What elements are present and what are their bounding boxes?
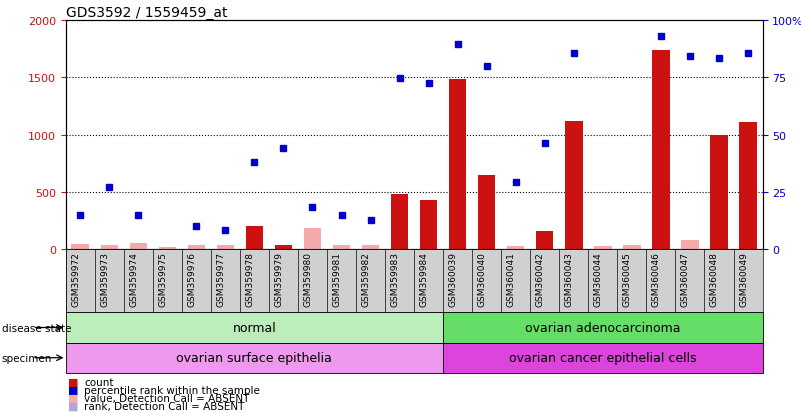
Bar [734,250,763,312]
Bar [240,250,269,312]
Text: ovarian surface epithelia: ovarian surface epithelia [176,351,332,364]
Text: GSM359978: GSM359978 [245,252,255,306]
Bar [623,245,641,250]
Bar [275,245,292,250]
Bar [565,121,582,250]
Bar [211,250,240,312]
Text: GSM359977: GSM359977 [216,252,225,306]
Bar [681,241,698,250]
Bar [71,244,89,250]
Text: disease state: disease state [2,323,71,333]
Bar [391,195,409,250]
Bar [66,313,443,343]
Text: GSM359980: GSM359980 [304,252,312,306]
Text: GSM359975: GSM359975 [159,252,167,306]
Bar [95,250,123,312]
Text: ■: ■ [68,385,78,395]
Bar [246,227,263,250]
Text: ■: ■ [68,393,78,403]
Bar [739,123,757,250]
Bar [646,250,675,312]
Bar [559,250,588,312]
Bar [420,201,437,250]
Bar [675,250,705,312]
Bar [123,250,153,312]
Text: normal: normal [232,321,276,334]
Bar [66,343,443,373]
Bar [449,80,466,250]
Text: GSM359972: GSM359972 [71,252,80,306]
Bar [443,343,763,373]
Text: GSM359973: GSM359973 [100,252,109,306]
Bar [187,245,205,250]
Text: GSM359982: GSM359982 [361,252,371,306]
Text: percentile rank within the sample: percentile rank within the sample [84,385,260,395]
Bar [362,245,380,250]
Text: specimen: specimen [2,353,52,363]
Bar [507,247,525,250]
Bar [536,232,553,250]
Text: GSM359974: GSM359974 [129,252,139,306]
Text: GSM359983: GSM359983 [391,252,400,306]
Bar [66,250,95,312]
Bar [473,250,501,312]
Text: rank, Detection Call = ABSENT: rank, Detection Call = ABSENT [84,401,244,411]
Bar [705,250,734,312]
Bar [356,250,385,312]
Bar [594,247,612,250]
Bar [269,250,298,312]
Bar [130,244,147,250]
Bar [530,250,559,312]
Bar [304,228,321,250]
Text: GSM360044: GSM360044 [594,252,603,306]
Text: ■: ■ [68,377,78,387]
Text: GSM360039: GSM360039 [449,252,457,306]
Bar [298,250,327,312]
Bar [216,245,234,250]
Text: GSM359976: GSM359976 [187,252,196,306]
Bar [443,313,763,343]
Text: GSM360045: GSM360045 [623,252,632,306]
Bar [618,250,646,312]
Text: value, Detection Call = ABSENT: value, Detection Call = ABSENT [84,393,249,403]
Text: ovarian cancer epithelial cells: ovarian cancer epithelial cells [509,351,697,364]
Text: GSM360041: GSM360041 [507,252,516,306]
Bar [652,50,670,250]
Bar [159,247,176,250]
Text: count: count [84,377,114,387]
Bar [333,245,350,250]
Bar [478,176,495,250]
Text: GSM360047: GSM360047 [681,252,690,306]
Bar [710,135,727,250]
Bar [385,250,414,312]
Text: GSM359979: GSM359979 [275,252,284,306]
Bar [443,250,473,312]
Text: GSM359981: GSM359981 [332,252,341,306]
Text: GSM360049: GSM360049 [739,252,748,306]
Bar [153,250,182,312]
Text: GSM360040: GSM360040 [477,252,487,306]
Bar [414,250,443,312]
Text: GSM360043: GSM360043 [565,252,574,306]
Bar [101,245,118,250]
Bar [327,250,356,312]
Text: GSM359984: GSM359984 [420,252,429,306]
Text: GSM360046: GSM360046 [652,252,661,306]
Text: GDS3592 / 1559459_at: GDS3592 / 1559459_at [66,6,227,20]
Text: GSM360048: GSM360048 [710,252,719,306]
Bar [501,250,530,312]
Bar [588,250,618,312]
Text: ■: ■ [68,401,78,411]
Text: GSM360042: GSM360042 [536,252,545,306]
Bar [182,250,211,312]
Text: ovarian adenocarcinoma: ovarian adenocarcinoma [525,321,681,334]
